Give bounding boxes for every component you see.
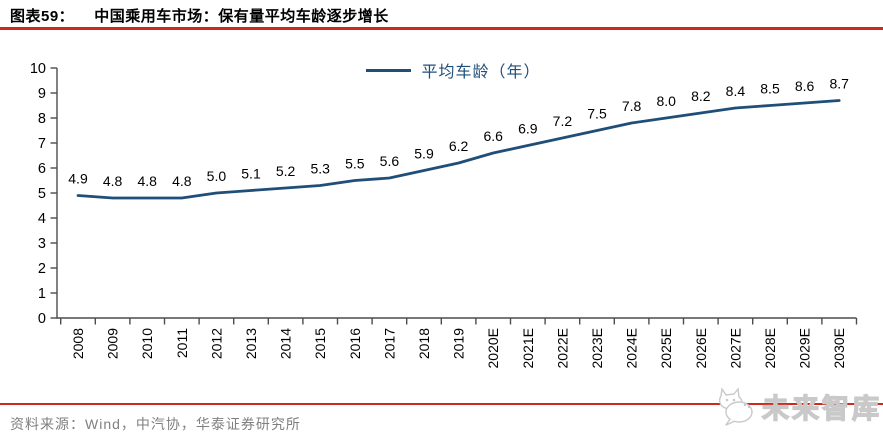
svg-text:8.4: 8.4 [726, 83, 746, 99]
svg-text:2027E: 2027E [727, 328, 743, 368]
svg-text:2013: 2013 [243, 328, 259, 359]
figure-title-row: 图表59： 中国乘用车市场：保有量平均车龄逐步增长 [10, 5, 389, 26]
svg-text:5.0: 5.0 [207, 168, 227, 184]
chart-legend: 平均车龄（年） [12, 58, 883, 82]
axes [50, 67, 858, 325]
svg-text:6: 6 [38, 161, 46, 177]
figure-number: 图表59： [10, 8, 75, 25]
svg-text:4.9: 4.9 [68, 171, 88, 187]
svg-text:2018: 2018 [416, 328, 432, 359]
svg-text:10: 10 [30, 61, 46, 77]
svg-text:2030E: 2030E [831, 328, 847, 368]
svg-text:2010: 2010 [139, 328, 155, 359]
svg-text:2021E: 2021E [520, 328, 536, 368]
svg-text:2015: 2015 [312, 328, 328, 359]
svg-text:5: 5 [38, 186, 46, 202]
svg-text:6.6: 6.6 [483, 128, 503, 144]
svg-text:2008: 2008 [70, 328, 86, 359]
svg-text:2026E: 2026E [693, 328, 709, 368]
svg-text:5.3: 5.3 [310, 161, 330, 177]
svg-text:5.6: 5.6 [380, 153, 400, 169]
svg-text:6.9: 6.9 [518, 121, 538, 137]
svg-text:4.8: 4.8 [172, 173, 192, 189]
svg-text:2009: 2009 [105, 328, 121, 359]
svg-text:2017: 2017 [381, 328, 397, 359]
svg-text:2016: 2016 [347, 328, 363, 359]
svg-text:1: 1 [38, 286, 46, 302]
figure-title: 中国乘用车市场：保有量平均车龄逐步增长 [94, 8, 389, 25]
svg-text:2019: 2019 [451, 328, 467, 359]
svg-text:8.0: 8.0 [656, 93, 676, 109]
watermark-text: 未来智库 [761, 393, 882, 424]
svg-text:2025E: 2025E [658, 328, 674, 368]
svg-text:2: 2 [38, 261, 46, 277]
svg-text:7.2: 7.2 [553, 113, 573, 129]
series-line-average-age [76, 99, 841, 200]
svg-text:8.7: 8.7 [829, 76, 849, 92]
watermark-cat-icon [718, 387, 753, 426]
source-note: 资料来源：Wind，中汽协，华泰证券研究所 [10, 416, 301, 432]
svg-text:2011: 2011 [174, 328, 190, 358]
svg-text:9: 9 [38, 86, 46, 102]
svg-text:2024E: 2024E [624, 328, 640, 368]
svg-text:8: 8 [38, 111, 46, 127]
legend-label: 平均车龄（年） [421, 64, 541, 81]
svg-text:7: 7 [38, 136, 46, 152]
svg-text:2022E: 2022E [554, 328, 570, 368]
svg-text:7.5: 7.5 [587, 106, 607, 122]
x-axis-labels: 2008 2009 2010 2011 2012 2013 2014 2015 2016 2017… [70, 328, 847, 369]
legend-line-marker [366, 68, 412, 72]
svg-text:5.1: 5.1 [241, 166, 261, 182]
svg-text:2023E: 2023E [589, 328, 605, 368]
svg-text:4.8: 4.8 [137, 173, 157, 189]
title-underline-rule [0, 27, 883, 30]
footer-rule [0, 403, 883, 405]
svg-text:2014: 2014 [278, 328, 294, 359]
svg-text:7.8: 7.8 [622, 98, 642, 114]
svg-text:0: 0 [38, 311, 46, 327]
svg-text:2020E: 2020E [485, 328, 501, 368]
svg-text:4.8: 4.8 [103, 173, 123, 189]
svg-text:5.2: 5.2 [276, 163, 296, 179]
watermark: 未来智库 [712, 383, 882, 429]
svg-text:3: 3 [38, 236, 46, 252]
svg-text:5.5: 5.5 [345, 156, 365, 172]
data-labels: 4.9 4.8 4.8 4.8 5.0 5.1 5.2 5.3 5.5 5.6 5.9 6.2 6.6 6… [68, 76, 849, 190]
svg-text:8.5: 8.5 [760, 81, 780, 97]
svg-text:2028E: 2028E [762, 328, 778, 368]
svg-text:2029E: 2029E [797, 328, 813, 368]
svg-text:5.9: 5.9 [414, 146, 434, 162]
svg-text:8.2: 8.2 [691, 88, 711, 104]
svg-text:2012: 2012 [208, 328, 224, 359]
svg-text:8.6: 8.6 [795, 78, 815, 94]
svg-text:4: 4 [38, 211, 46, 227]
y-axis-labels: 0 1 2 3 4 5 6 7 8 9 10 [30, 61, 46, 327]
svg-text:6.2: 6.2 [449, 138, 469, 154]
